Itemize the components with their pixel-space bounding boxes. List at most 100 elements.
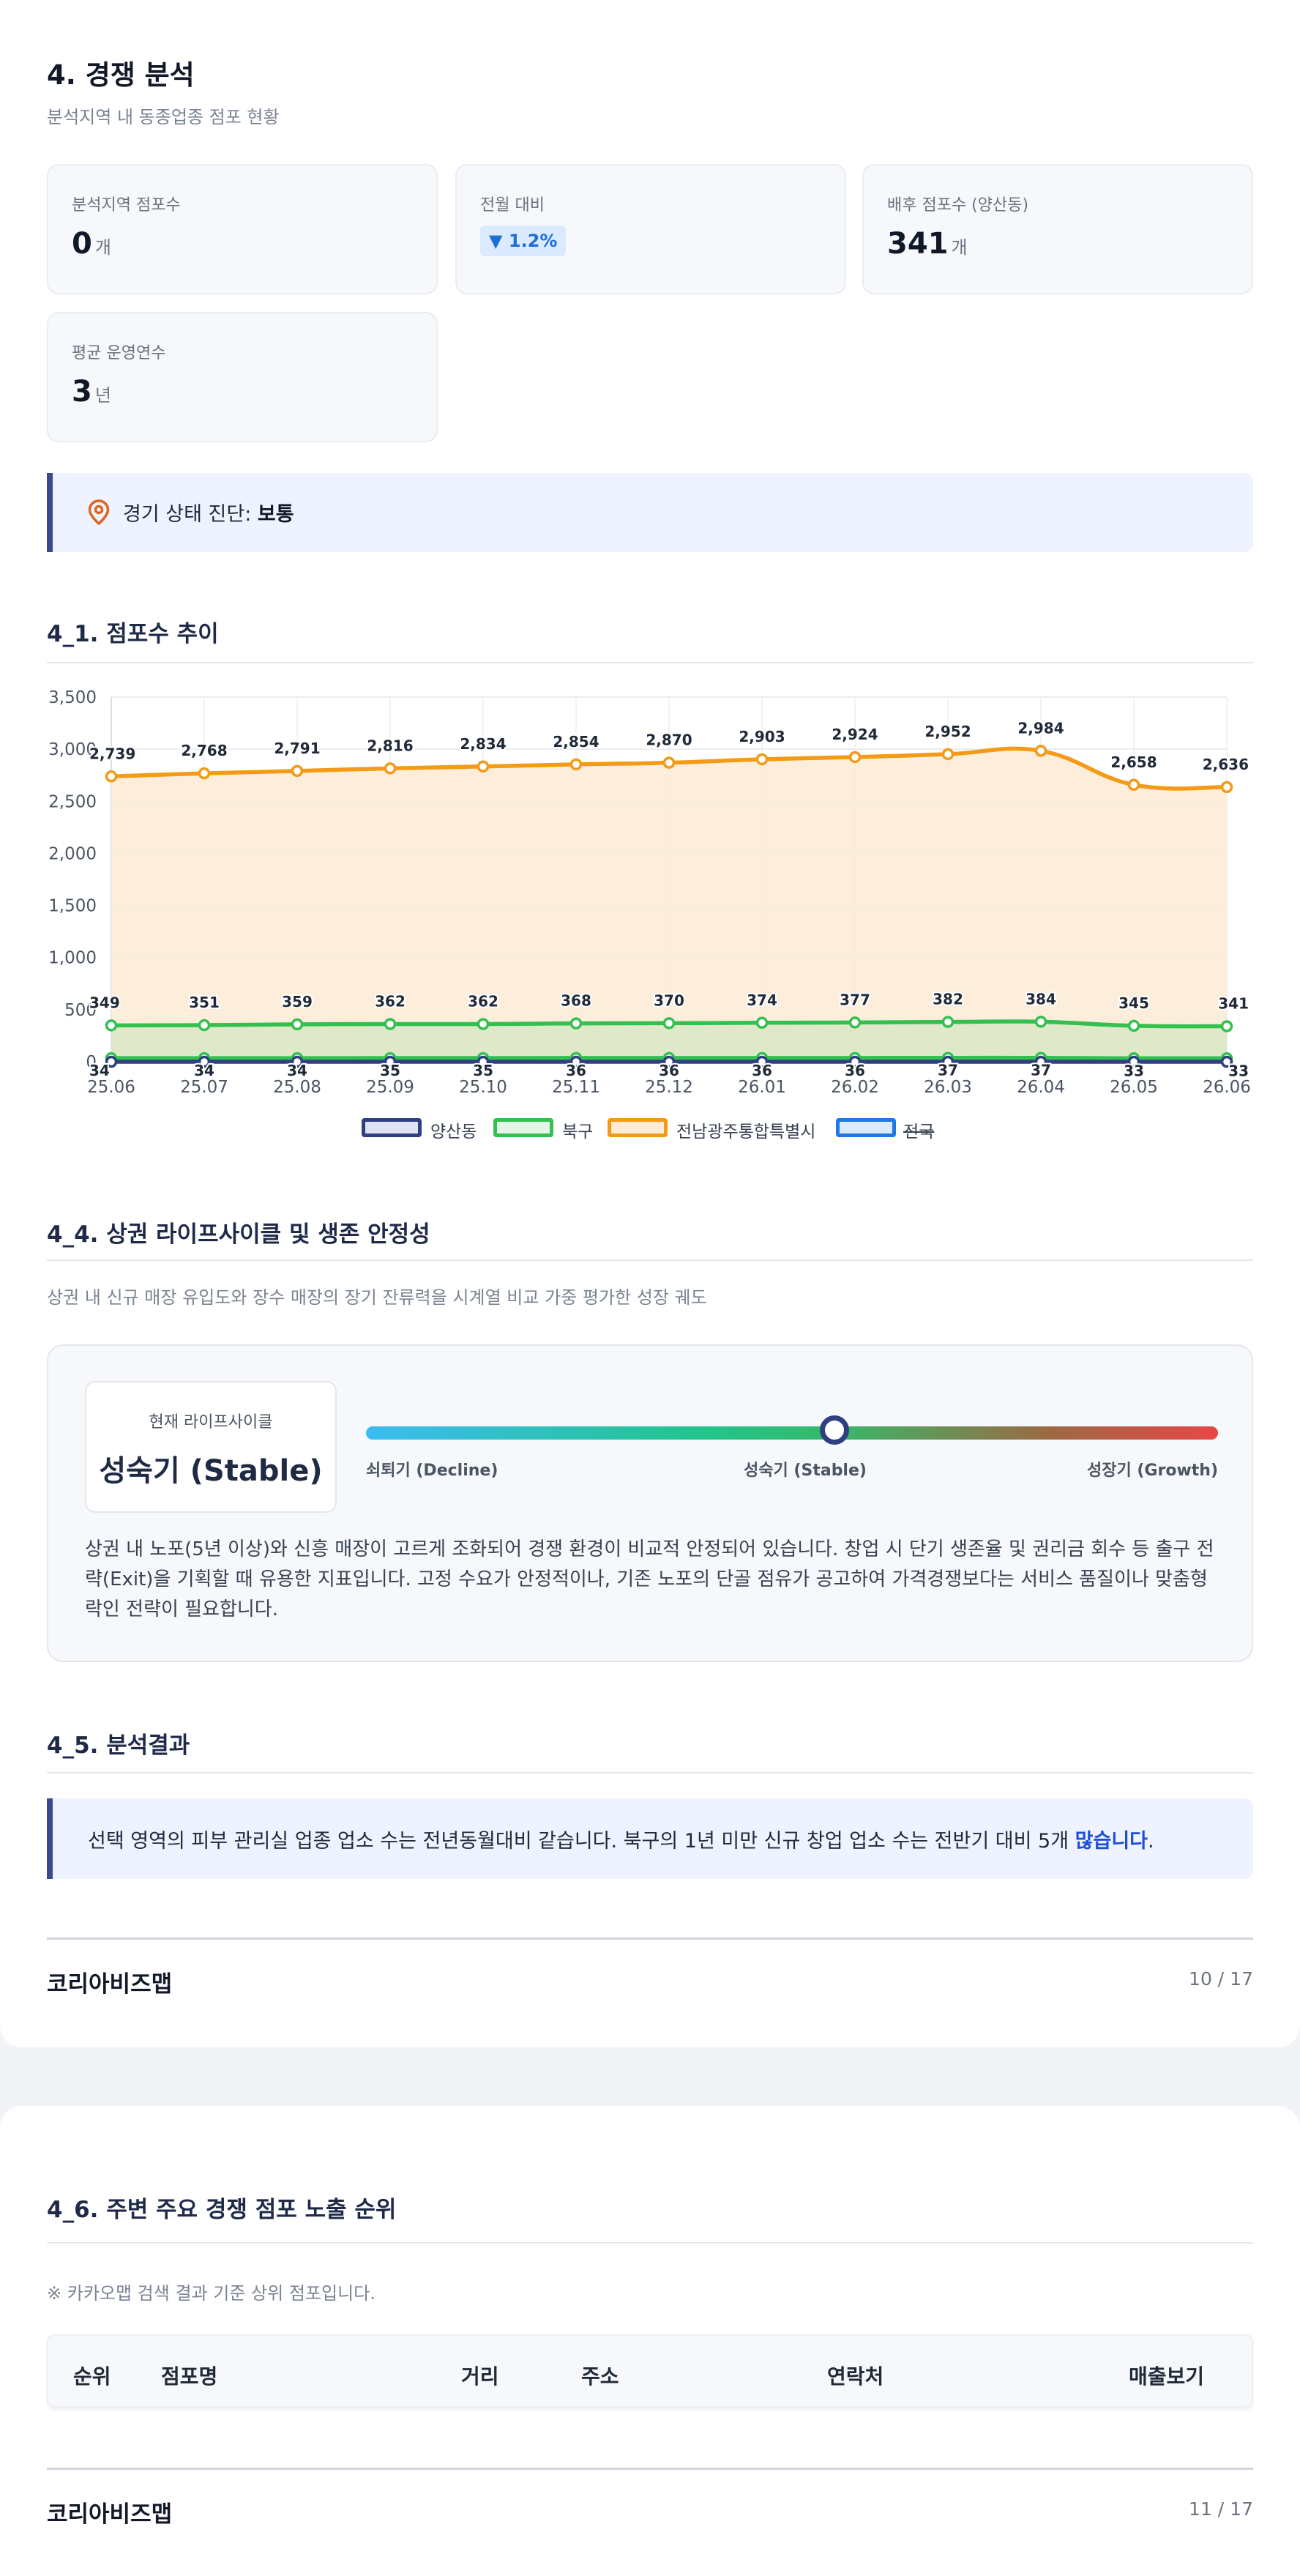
- data-label: 34: [89, 1062, 110, 1079]
- data-point: [569, 758, 583, 771]
- avg-years-value: 3: [72, 375, 92, 409]
- card-label: 배후 점포수 (양산동): [887, 196, 1029, 215]
- data-point: [291, 1018, 304, 1031]
- data-point: [569, 1017, 583, 1030]
- data-label: 2,903: [739, 728, 785, 745]
- competitor-note: ※ 카카오맵 검색 결과 기준 상위 점포입니다.: [47, 2283, 376, 2304]
- diagnosis-label: 경기 상태 진단:: [123, 503, 258, 526]
- data-label: 35: [380, 1062, 400, 1079]
- footer-brand: 코리아비즈맵: [47, 2501, 173, 2528]
- data-label: 2,791: [274, 740, 320, 757]
- data-label: 374: [747, 991, 777, 1009]
- data-label: 2,924: [832, 726, 878, 743]
- legend-label-3[interactable]: 전남광주통합특별시: [676, 1123, 816, 1142]
- background-stores-card: 배후 점포수 (양산동) 341 개: [862, 164, 1253, 294]
- mom-change-card: 전월 대비 ▼ 1.2%: [455, 164, 846, 294]
- current-lifecycle-card: 현재 라이프사이클 성숙기 (Stable): [85, 1381, 337, 1513]
- competitor-section-title: 4_6. 주변 주요 경쟁 점포 노출 순위: [47, 2197, 397, 2223]
- diagnosis-callout: 경기 상태 진단: 보통: [47, 473, 1253, 552]
- col-distance: 거리: [461, 2364, 499, 2389]
- legend-label-1[interactable]: 양산동: [430, 1123, 477, 1142]
- data-point: [477, 1018, 490, 1030]
- data-point: [755, 753, 769, 766]
- footer-divider: [47, 2468, 1253, 2470]
- card-label: 전월 대비: [480, 196, 545, 215]
- result-text: 선택 영역의 피부 관리실 업종 업소 수는 전년동월대비 같습니다. 북구의 …: [88, 1825, 1154, 1853]
- report-page-11: 4_6. 주변 주요 경쟁 점포 노출 순위 ※ 카카오맵 검색 결과 기준 상…: [0, 2106, 1300, 2576]
- section-divider: [47, 1772, 1253, 1773]
- location-pin-icon: [88, 499, 110, 526]
- section-subtitle: 분석지역 내 동종업종 점포 현황: [47, 107, 280, 127]
- data-point: [662, 1017, 676, 1030]
- data-label: 2,952: [924, 723, 971, 740]
- result-callout: 선택 영역의 피부 관리실 업종 업소 수는 전년동월대비 같습니다. 북구의 …: [47, 1798, 1253, 1879]
- x-tick-label: 25.08: [273, 1078, 321, 1097]
- data-point: [755, 1055, 769, 1068]
- data-label: 37: [1031, 1062, 1051, 1079]
- data-label: 362: [375, 992, 406, 1010]
- legend-swatch-4[interactable]: [836, 1118, 896, 1137]
- data-label: 37: [938, 1062, 958, 1079]
- lifecycle-gradient-bar: [366, 1426, 1218, 1440]
- legend-label-2[interactable]: 북구: [562, 1123, 594, 1142]
- data-point: [105, 770, 118, 783]
- data-label: 2,870: [646, 732, 692, 749]
- current-lifecycle-value: 성숙기 (Stable): [99, 1454, 323, 1488]
- legend-swatch-3[interactable]: [608, 1118, 668, 1137]
- section-title: 4. 경쟁 분석: [47, 59, 195, 91]
- y-tick-label: 2,000: [48, 844, 97, 863]
- result-text-main: 선택 영역의 피부 관리실 업종 업소 수는 전년동월대비 같습니다. 북구의 …: [88, 1830, 1075, 1853]
- diagnosis-text: 경기 상태 진단: 보통: [123, 498, 294, 526]
- data-point: [291, 764, 304, 778]
- data-label: 384: [1026, 990, 1056, 1008]
- data-point: [1034, 745, 1047, 757]
- data-point: [384, 1018, 397, 1030]
- x-tick-label: 25.09: [366, 1078, 414, 1097]
- col-address: 주소: [581, 2364, 619, 2389]
- data-point: [941, 1055, 955, 1068]
- data-point: [291, 1055, 304, 1068]
- data-point: [105, 1055, 118, 1068]
- legend-swatch-2[interactable]: [493, 1118, 553, 1137]
- y-tick-label: 3,500: [48, 688, 97, 707]
- data-point: [569, 1055, 583, 1068]
- x-tick-label: 26.06: [1203, 1078, 1251, 1097]
- current-lifecycle-label: 현재 라이프사이클: [149, 1413, 273, 1432]
- data-point: [1034, 1055, 1047, 1068]
- series-area-4: [111, 748, 1227, 1062]
- data-point: [1220, 781, 1233, 794]
- store-count-value: 0: [72, 227, 92, 261]
- x-tick-label: 26.05: [1110, 1078, 1158, 1097]
- data-point: [105, 1019, 118, 1032]
- chart-section-title: 4_1. 점포수 추이: [47, 621, 219, 647]
- data-label: 359: [282, 993, 313, 1010]
- legend-swatch-1[interactable]: [362, 1118, 422, 1137]
- data-point: [941, 1016, 955, 1028]
- data-label: 34: [194, 1062, 214, 1079]
- x-tick-label: 25.10: [459, 1078, 507, 1097]
- y-tick-label: 1,000: [48, 949, 97, 968]
- legend-label-4[interactable]: 전국: [903, 1123, 935, 1142]
- data-point: [384, 1055, 397, 1068]
- footer-page-number: 11 / 17: [1189, 2498, 1253, 2520]
- x-tick-label: 26.03: [924, 1078, 972, 1097]
- x-tick-label: 26.04: [1017, 1078, 1065, 1097]
- data-point: [1127, 1019, 1140, 1032]
- data-point: [1127, 778, 1140, 792]
- result-text-end: .: [1148, 1830, 1154, 1853]
- x-tick-label: 25.11: [552, 1078, 600, 1097]
- data-label: 2,854: [553, 733, 599, 751]
- data-point: [384, 762, 397, 775]
- data-label: 2,658: [1110, 753, 1157, 771]
- data-point: [848, 1016, 862, 1029]
- x-tick-label: 25.06: [87, 1078, 135, 1097]
- lifecycle-subtitle: 상권 내 신규 매장 유입도와 장수 매장의 장기 잔류력을 시계열 비교 가중…: [47, 1287, 707, 1308]
- data-label: 368: [561, 992, 591, 1010]
- tick-stable: 성숙기 (Stable): [744, 1462, 867, 1480]
- data-label: 382: [933, 991, 963, 1008]
- card-unit: 개: [94, 237, 111, 258]
- y-tick-label: 0: [86, 1053, 97, 1072]
